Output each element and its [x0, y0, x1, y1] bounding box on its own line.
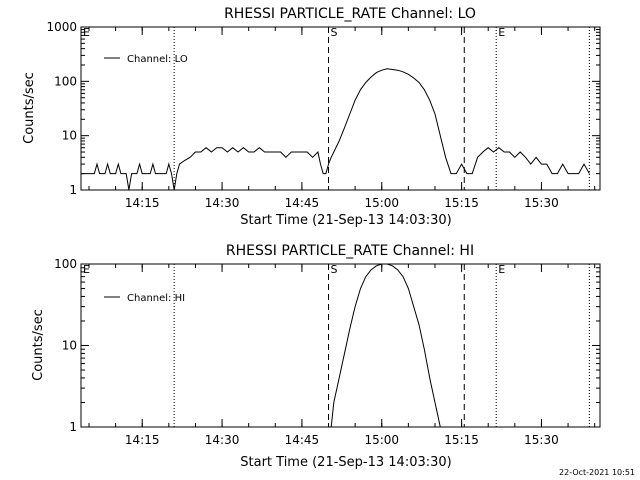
x-tick-label: 14:30	[205, 433, 240, 447]
y-axis: 1 10 100 1000	[46, 20, 600, 197]
panel-hi: RHESSI PARTICLE_RATE Channel: HI 110100 …	[31, 243, 601, 470]
x-tick-label: 15:15	[444, 433, 479, 447]
x-axis: 14:15 14:30 14:45 15:00 15:15 15:30	[88, 27, 596, 210]
series-line-hi	[330, 263, 441, 428]
x-axis-label: Start Time (21-Sep-13 14:03:30)	[240, 455, 451, 470]
marker-label: S	[331, 263, 338, 276]
x-tick-label: 15:00	[364, 196, 399, 210]
y-tick-label: 1000	[46, 20, 77, 34]
y-tick-label: 1	[69, 420, 77, 434]
marker-label: E	[83, 26, 90, 39]
y-axis: 1 10 100	[54, 257, 600, 434]
x-tick-label: 14:45	[285, 196, 320, 210]
marker-label: E	[498, 263, 505, 276]
x-tick-label: 15:30	[524, 433, 559, 447]
x-tick-label: 14:30	[205, 196, 240, 210]
y-tick-label: 10	[62, 339, 77, 353]
x-tick-label: 15:15	[444, 196, 479, 210]
plot-frame	[80, 263, 601, 428]
x-axis: 14:15 14:30 14:45 15:00 15:15 15:30	[88, 264, 596, 447]
x-tick-label: 15:00	[364, 433, 399, 447]
chart-title: RHESSI PARTICLE_RATE Channel: HI	[226, 243, 474, 259]
marker-label: E	[83, 263, 90, 276]
series-line-lo	[81, 68, 590, 191]
x-tick-label: 14:45	[285, 433, 320, 447]
legend-label: Channel: LO	[127, 54, 188, 65]
y-tick-label: 100	[54, 74, 77, 88]
y-axis-label: Counts/sec	[22, 72, 37, 144]
x-tick-label: 14:15	[125, 196, 160, 210]
chart-title: RHESSI PARTICLE_RATE Channel: LO	[224, 6, 476, 22]
x-tick-label: 15:30	[524, 196, 559, 210]
marker-label: E	[498, 26, 505, 39]
y-tick-label: 100	[54, 257, 77, 271]
x-tick-label: 14:15	[125, 433, 160, 447]
legend-label: Channel: HI	[127, 293, 185, 304]
panel-lo: RHESSI PARTICLE_RATE Channel: LO 1101001…	[22, 6, 601, 228]
y-axis-label: Counts/sec	[31, 309, 46, 381]
x-axis-label: Start Time (21-Sep-13 14:03:30)	[240, 213, 451, 228]
generation-timestamp: 22-Oct-2021 10:51	[559, 468, 635, 477]
y-tick-label: 1	[69, 183, 77, 197]
marker-label: S	[331, 26, 338, 39]
plot-frame	[80, 26, 601, 191]
y-tick-label: 10	[62, 129, 77, 143]
